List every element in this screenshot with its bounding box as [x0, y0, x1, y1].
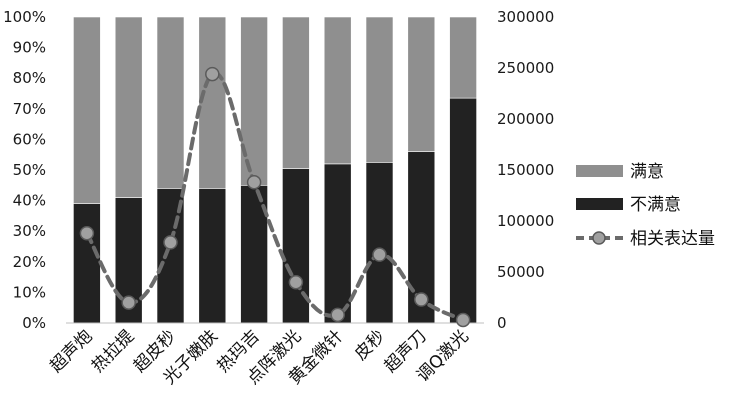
- line-point: [414, 292, 429, 307]
- left-tick-label: 70%: [13, 100, 46, 118]
- bar-unsatisfied: [73, 203, 101, 324]
- right-axis: 0 50000 100000 150000 200000 250000 300000: [497, 8, 554, 332]
- bar-satisfied: [449, 16, 477, 99]
- category-label: 超声炮: [46, 326, 96, 376]
- left-tick-label: 80%: [13, 69, 46, 87]
- bar-unsatisfied: [198, 188, 227, 324]
- legend-label: 相关表达量: [630, 229, 715, 249]
- bar-unsatisfied: [365, 162, 394, 324]
- legend-marker: [592, 231, 606, 245]
- line-point: [372, 247, 387, 262]
- right-tick-label: 300000: [497, 8, 554, 26]
- left-tick-label: 0%: [22, 314, 46, 332]
- left-tick-label: 10%: [13, 283, 46, 301]
- category-label: 热拉提: [88, 326, 138, 376]
- bar-satisfied: [407, 16, 436, 152]
- line-point: [288, 274, 304, 290]
- left-tick-label: 30%: [13, 222, 46, 240]
- legend-label: 不满意: [630, 195, 681, 215]
- right-tick-label: 0: [497, 314, 507, 332]
- left-tick-label: 20%: [13, 253, 46, 271]
- left-axis: 0% 10% 20% 30% 40% 50% 60% 70% 80% 90% 100%: [3, 8, 46, 332]
- left-tick-label: 40%: [13, 192, 46, 210]
- right-tick-label: 50000: [497, 263, 545, 281]
- left-tick-label: 90%: [13, 39, 46, 57]
- right-tick-label: 100000: [497, 212, 554, 230]
- left-tick-label: 50%: [13, 161, 46, 179]
- bar-unsatisfied: [449, 97, 477, 324]
- bar-satisfied: [156, 16, 185, 189]
- line-point: [330, 307, 345, 323]
- line-point: [79, 225, 95, 241]
- bar-unsatisfied: [282, 168, 310, 324]
- bar-satisfied: [282, 16, 310, 169]
- bar-satisfied: [73, 16, 101, 204]
- bar-satisfied: [365, 16, 394, 163]
- line-point: [163, 235, 178, 250]
- right-tick-label: 250000: [497, 59, 554, 77]
- bar-satisfied: [114, 16, 143, 198]
- left-tick-label: 60%: [13, 130, 46, 148]
- left-tick-label: 100%: [3, 8, 46, 26]
- line-series: [79, 66, 471, 328]
- bar-unsatisfied: [323, 163, 352, 324]
- right-tick-label: 200000: [497, 110, 554, 128]
- legend-swatch: [576, 198, 623, 210]
- bar-satisfied: [240, 16, 268, 186]
- bar-series: [73, 16, 477, 324]
- line-point: [205, 66, 220, 82]
- bar-satisfied: [323, 16, 352, 165]
- line-path: [84, 71, 466, 322]
- right-tick-label: 150000: [497, 161, 554, 179]
- bar-satisfied: [198, 16, 227, 189]
- legend-label: 满意: [630, 162, 664, 182]
- line-point: [246, 174, 262, 190]
- line-point: [121, 295, 136, 310]
- legend-swatch: [576, 165, 623, 177]
- line-point: [455, 312, 471, 328]
